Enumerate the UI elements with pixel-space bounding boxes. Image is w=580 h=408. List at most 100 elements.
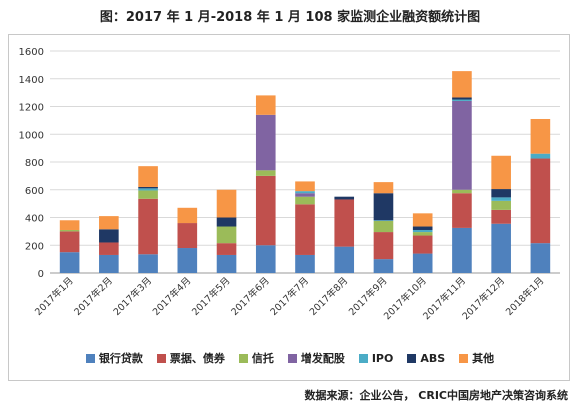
bar-segment <box>138 166 158 187</box>
bar-segment <box>452 100 472 190</box>
bar-segment <box>452 193 472 228</box>
bar-segment <box>99 229 119 243</box>
x-tick-label: 2017年6月 <box>229 275 272 318</box>
bar-segment <box>530 153 551 159</box>
x-tick-label: 2017年8月 <box>307 275 350 318</box>
bar-segment <box>491 189 511 198</box>
bar-segment <box>59 252 80 273</box>
x-tick-label: 2018年1月 <box>503 275 546 318</box>
bar-segment <box>373 232 394 260</box>
bar-segment <box>295 196 315 205</box>
x-tick-label: 2017年4月 <box>150 275 193 318</box>
bar-segment <box>530 158 551 244</box>
bar-segment <box>412 229 433 233</box>
bar-segment <box>295 193 315 197</box>
bar-segment <box>295 254 315 273</box>
bar-segment <box>412 213 433 227</box>
bar-segment <box>216 217 237 227</box>
legend-swatch <box>358 353 368 363</box>
bar-segment <box>452 71 472 98</box>
y-tick-label: 1000 <box>19 130 44 141</box>
bar-segment <box>491 223 511 273</box>
legend-label: 增发配股 <box>300 352 345 365</box>
bar-segment <box>59 220 80 230</box>
bar-segment <box>452 189 472 194</box>
data-source-note: 数据来源：企业公告， CRIC中国房地产决策咨询系统 <box>304 389 568 402</box>
x-tick-label: 2017年9月 <box>346 275 389 318</box>
bar-segment <box>373 220 394 221</box>
chart-frame <box>8 34 570 381</box>
bar-segment <box>334 199 355 247</box>
bar-segment <box>216 226 237 244</box>
bar-segment <box>412 253 433 273</box>
bar-segment <box>138 186 158 189</box>
bar-segment <box>412 232 433 236</box>
bar-segment <box>295 191 315 194</box>
legend-swatch <box>407 353 417 363</box>
bar-segment <box>334 246 355 273</box>
bar-segment <box>99 254 119 273</box>
bar-segment <box>295 181 315 192</box>
chart-legend: 银行贷款 票据、债券 信托 增发配股 IPO ABS 其他 <box>0 350 580 366</box>
bar-segment <box>530 243 551 273</box>
bar-segment <box>138 254 158 273</box>
x-tick-label: 2017年3月 <box>111 275 154 318</box>
legend-item: 其他 <box>459 350 494 366</box>
x-tick-label: 2017年7月 <box>268 275 311 318</box>
bar-segment <box>334 196 355 200</box>
bar-segment <box>491 155 511 190</box>
bar-segment <box>412 235 433 254</box>
bar-segment <box>255 175 276 246</box>
bar-segment <box>452 99 472 101</box>
bar-segment <box>412 226 433 230</box>
bar-segment <box>373 193 394 221</box>
bar-segment <box>59 231 80 253</box>
y-tick-label: 200 <box>25 241 44 252</box>
legend-label: ABS <box>420 351 446 365</box>
bar-segment <box>138 198 158 255</box>
bar-segment <box>177 223 198 249</box>
legend-swatch <box>156 353 166 363</box>
chart-title: 图：2017 年 1 月-2018 年 1 月 108 家监测企业融资额统计图 <box>99 10 481 25</box>
legend-item: 银行贷款 <box>85 350 143 366</box>
bar-segment <box>99 216 119 230</box>
y-tick-label: 600 <box>25 186 44 197</box>
legend-label: IPO <box>371 351 394 365</box>
legend-swatch <box>459 353 469 363</box>
bar-segment <box>373 259 394 273</box>
legend-item: 票据、债券 <box>156 350 225 366</box>
bar-segment <box>491 200 511 210</box>
y-tick-label: 1400 <box>19 75 44 86</box>
legend-item: 增发配股 <box>287 350 345 366</box>
bar-segment <box>491 197 511 201</box>
bar-segment <box>452 227 472 273</box>
legend-label: 票据、债券 <box>169 352 225 365</box>
legend-swatch <box>287 353 297 363</box>
x-tick-label: 2017年1月 <box>32 275 75 318</box>
legend-item: 信托 <box>238 350 274 366</box>
x-tick-label: 2017年5月 <box>189 275 232 318</box>
bar-segment <box>255 245 276 273</box>
y-tick-label: 0 <box>38 269 44 280</box>
bar-segment <box>255 170 276 176</box>
bar-segment <box>373 220 394 233</box>
bar-segment <box>530 118 551 154</box>
legend-swatch <box>238 353 248 363</box>
y-tick-label: 1200 <box>19 103 44 114</box>
bar-segment <box>255 114 276 171</box>
bar-segment <box>255 95 276 115</box>
legend-swatch <box>85 353 95 363</box>
y-tick-label: 1600 <box>19 47 44 58</box>
legend-item: ABS <box>407 350 445 366</box>
x-tick-label: 2017年12月 <box>460 275 508 323</box>
y-tick-label: 400 <box>25 214 44 225</box>
bar-segment <box>295 204 315 255</box>
bar-segment <box>452 97 472 100</box>
bar-segment <box>491 209 511 224</box>
legend-label: 信托 <box>251 352 274 365</box>
bar-segment <box>138 188 158 191</box>
x-tick-label: 2017年2月 <box>72 275 115 318</box>
legend-label: 其他 <box>472 352 495 365</box>
bar-segment <box>138 190 158 199</box>
